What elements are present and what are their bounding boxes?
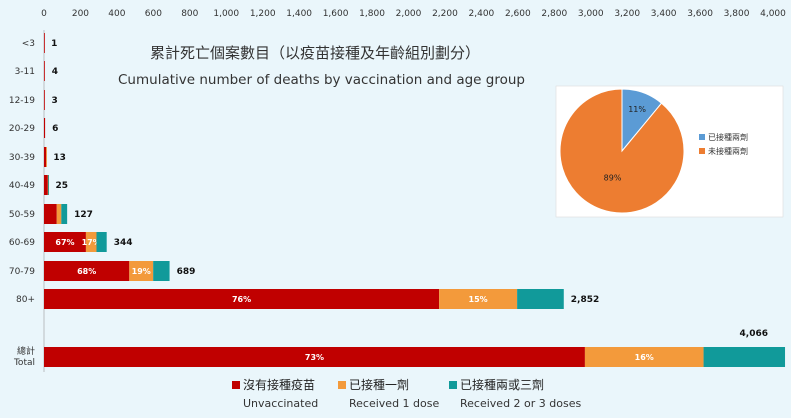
bar-segment (44, 118, 46, 138)
bar-total-label: 4,066 (740, 329, 768, 339)
bar-segment (44, 61, 45, 81)
bar-segment (703, 347, 786, 367)
x-tick-label: 1,600 (323, 9, 349, 19)
bar-percent-label: 73% (305, 353, 324, 362)
bar-segment (56, 204, 62, 224)
category-label: 總計 Total (13, 345, 35, 368)
x-tick-label: 1,000 (213, 9, 239, 19)
legend-label-en: Received 2 or 3 doses (460, 397, 581, 410)
bar-total-label: 689 (177, 267, 196, 277)
legend-swatch (232, 381, 240, 389)
bar-percent-label: 15% (469, 295, 488, 304)
bar-total-label: 344 (114, 238, 133, 248)
bar-total-label: 1 (51, 39, 57, 49)
pie-legend-label: 未接種兩劑 (708, 146, 748, 156)
bar-segment (44, 175, 48, 195)
pie-percent-label: 89% (604, 173, 622, 182)
bar-percent-label: 19% (132, 267, 151, 276)
pie-percent-label: 11% (628, 105, 646, 114)
bar-segment (44, 147, 47, 167)
x-tick-label: 2,800 (541, 9, 567, 19)
category-label: 60-69 (9, 238, 35, 248)
pie-slice (559, 88, 685, 214)
bar-total-label: 127 (74, 210, 93, 220)
x-tick-label: 2,200 (432, 9, 458, 19)
bar-total-label: 2,852 (571, 295, 599, 305)
x-tick-label: 3,800 (724, 9, 750, 19)
x-tick-label: 4,000 (760, 9, 786, 19)
bar-segment (129, 261, 154, 281)
x-tick-label: 800 (181, 9, 198, 19)
bar-percent-label: 76% (232, 295, 251, 304)
bar-percent-label: 67% (55, 238, 74, 247)
x-tick-label: 3,400 (651, 9, 677, 19)
bar-segment (44, 232, 86, 252)
legend-label-zh: 沒有接種疫苗 (243, 377, 315, 392)
bar-percent-label: 68% (77, 267, 96, 276)
legend-label-zh: 已接種一劑 (349, 377, 409, 392)
bar-segment (44, 204, 57, 224)
bar-total-label: 13 (53, 153, 66, 163)
bar-segment (85, 232, 97, 252)
category-label: 40-49 (9, 181, 35, 191)
category-label-line: Total (13, 358, 35, 368)
category-label: 80+ (16, 295, 35, 305)
category-label: 70-79 (9, 267, 35, 277)
x-tick-label: 200 (72, 9, 89, 19)
bar-segment (46, 147, 47, 167)
category-label: 3-11 (15, 67, 35, 77)
pie-legend-swatch (699, 148, 705, 154)
bar-segment (439, 289, 518, 309)
category-label: 50-59 (9, 210, 35, 220)
x-tick-label: 2,400 (469, 9, 495, 19)
bar-segment (61, 204, 68, 224)
x-tick-label: 2,600 (505, 9, 531, 19)
bar-total-label: 4 (52, 67, 58, 77)
bar-segment (584, 347, 704, 367)
bar-segment (96, 232, 107, 252)
bar-segment (44, 90, 45, 110)
bar-segment (44, 33, 45, 53)
x-tick-label: 3,200 (614, 9, 640, 19)
x-tick-label: 1,800 (359, 9, 385, 19)
x-tick-label: 1,400 (286, 9, 312, 19)
bar-total-label: 25 (56, 181, 69, 191)
bar-percent-label: 16% (635, 353, 654, 362)
bar-segment (517, 289, 564, 309)
x-tick-label: 400 (108, 9, 125, 19)
bar-total-label: 3 (52, 96, 58, 106)
pie-legend-swatch (699, 134, 705, 140)
x-tick-label: 1,200 (250, 9, 276, 19)
category-label: 30-39 (9, 153, 35, 163)
x-tick-label: 3,000 (578, 9, 604, 19)
category-label: <3 (22, 39, 35, 49)
category-label: 20-29 (9, 124, 35, 134)
x-tick-label: 0 (41, 9, 47, 19)
legend-label-zh: 已接種兩或三劑 (460, 377, 544, 392)
bar-segment (48, 175, 49, 195)
legend-swatch (338, 381, 346, 389)
pie-legend-label: 已接種兩劑 (708, 132, 748, 142)
chart-subtitle: Cumulative number of deaths by vaccinati… (118, 72, 525, 88)
category-label-line: 總計 (17, 345, 35, 357)
chart-title: 累計死亡個案數目（以疫苗接種及年齡組別劃分） (150, 44, 480, 62)
bar-segment (44, 289, 440, 309)
bar-segment (153, 261, 170, 281)
bar-percent-label: 17% (82, 238, 101, 247)
bar-segment (44, 347, 585, 367)
legend-swatch (449, 381, 457, 389)
x-tick-label: 600 (145, 9, 162, 19)
legend-label-en: Received 1 dose (349, 397, 439, 410)
category-label: 12-19 (9, 96, 35, 106)
x-tick-label: 3,600 (687, 9, 713, 19)
x-tick-label: 2,000 (396, 9, 422, 19)
bar-total-label: 6 (52, 124, 58, 134)
bar-segment (44, 261, 130, 281)
legend-label-en: Unvaccinated (243, 397, 318, 410)
